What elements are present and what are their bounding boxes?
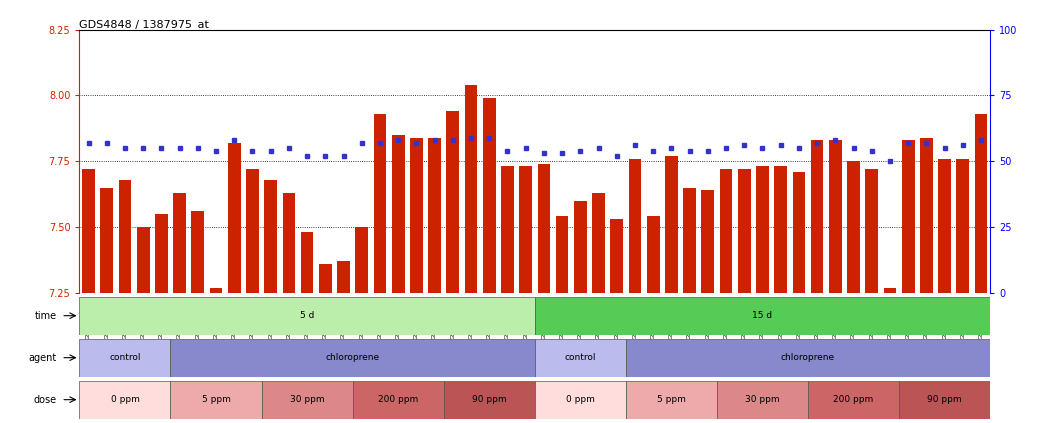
Bar [647,217,660,293]
Bar [170,338,535,377]
Bar [265,180,277,293]
Bar [610,219,623,293]
Bar [101,187,113,293]
Text: dose: dose [34,395,57,405]
Bar [83,169,95,293]
Bar [410,137,423,293]
Bar [501,167,514,293]
Bar [974,114,987,293]
Bar [535,381,626,419]
Bar [192,211,204,293]
Text: 90 ppm: 90 ppm [472,395,506,404]
Text: 5 ppm: 5 ppm [657,395,686,404]
Text: 15 d: 15 d [752,311,773,320]
Bar [353,381,444,419]
Bar [738,169,751,293]
Bar [717,381,808,419]
Text: 0 ppm: 0 ppm [110,395,140,404]
Bar [535,338,626,377]
Bar [210,288,222,293]
Bar [756,167,769,293]
Bar [626,381,717,419]
Text: 5 ppm: 5 ppm [201,395,231,404]
Bar [683,187,696,293]
Bar [956,159,969,293]
Bar [538,164,551,293]
Bar [79,338,170,377]
Bar [808,381,899,419]
Bar [447,111,460,293]
Text: time: time [35,311,57,321]
Bar [246,169,258,293]
Bar [556,217,569,293]
Text: chloroprene: chloroprene [325,353,380,362]
Text: 30 ppm: 30 ppm [746,395,779,404]
Bar [356,227,369,293]
Bar [137,227,149,293]
Bar [701,190,714,293]
Bar [847,161,860,293]
Bar [262,381,353,419]
Bar [392,135,405,293]
Text: control: control [109,353,141,362]
Bar [920,137,933,293]
Text: agent: agent [29,353,57,363]
Text: GDS4848 / 1387975_at: GDS4848 / 1387975_at [79,19,210,30]
Bar [774,167,787,293]
Bar [592,193,605,293]
Text: control: control [564,353,596,362]
Bar [865,169,878,293]
Bar [519,167,532,293]
Bar [465,85,478,293]
Text: 200 ppm: 200 ppm [378,395,418,404]
Text: 200 ppm: 200 ppm [833,395,874,404]
Bar [829,140,842,293]
Text: 0 ppm: 0 ppm [566,395,595,404]
Bar [883,288,896,293]
Bar [79,381,170,419]
Bar [228,143,240,293]
Bar [792,172,805,293]
Bar [720,169,733,293]
Bar [119,180,131,293]
Bar [483,98,496,293]
Bar [574,201,587,293]
Bar [155,214,167,293]
Text: 30 ppm: 30 ppm [290,395,324,404]
Bar [811,140,824,293]
Bar [79,297,535,335]
Bar [535,297,990,335]
Bar [626,338,990,377]
Bar [283,193,295,293]
Bar [629,159,642,293]
Bar [428,137,441,293]
Bar [938,159,951,293]
Text: 90 ppm: 90 ppm [928,395,962,404]
Bar [174,193,186,293]
Text: 5 d: 5 d [300,311,315,320]
Bar [665,156,678,293]
Bar [337,261,349,293]
Bar [899,381,990,419]
Bar [444,381,535,419]
Bar [374,114,387,293]
Bar [301,232,313,293]
Bar [319,264,331,293]
Bar [902,140,915,293]
Bar [170,381,262,419]
Text: chloroprene: chloroprene [780,353,836,362]
